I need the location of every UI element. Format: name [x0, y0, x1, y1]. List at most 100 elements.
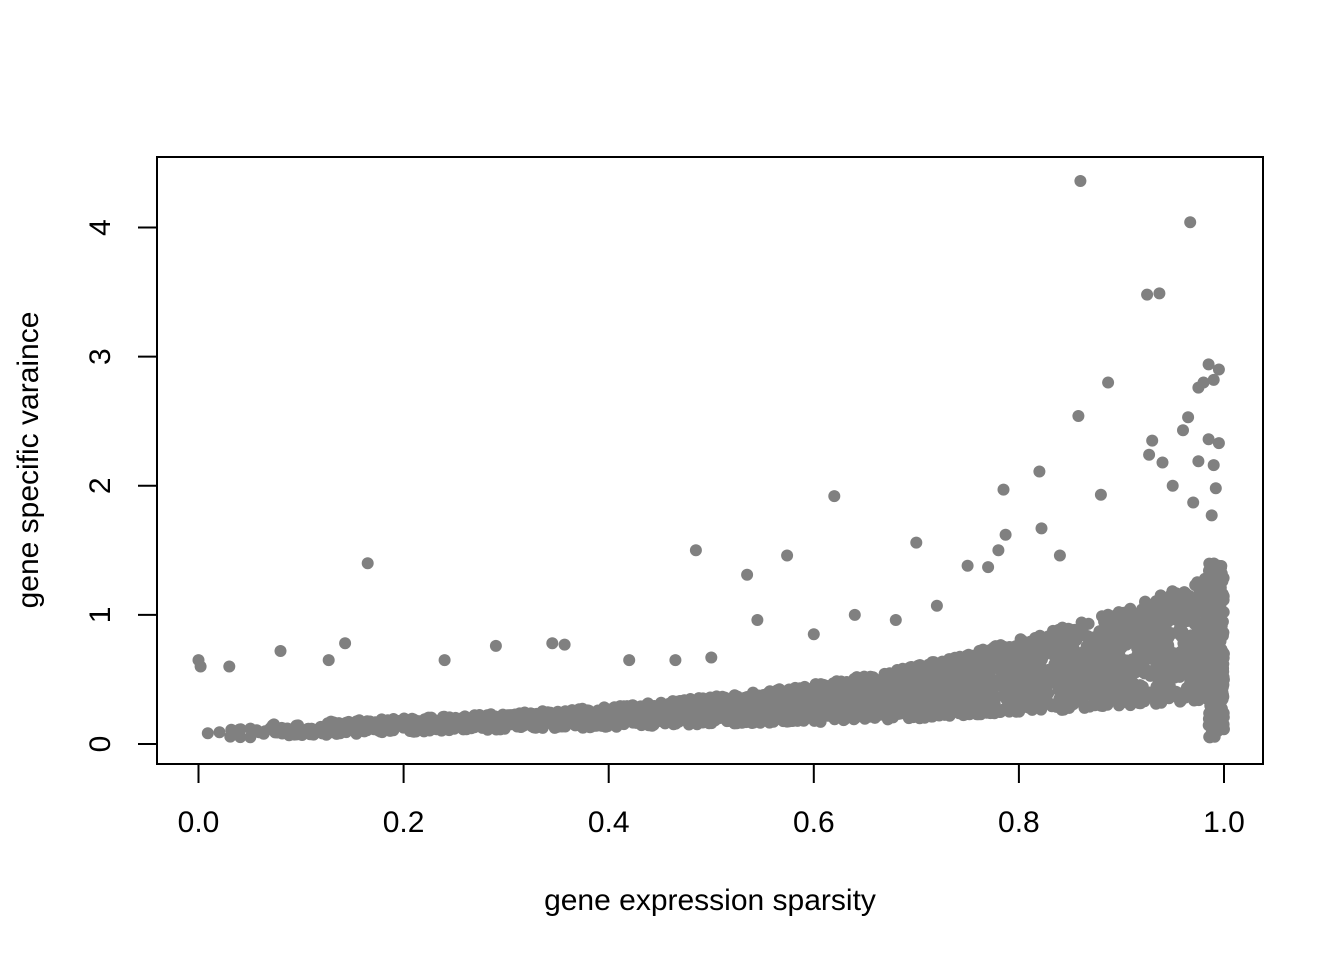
data-point	[720, 700, 733, 713]
data-point	[777, 715, 790, 728]
data-point	[961, 559, 974, 572]
data-point	[946, 676, 959, 689]
x-axis-title: gene expression sparsity	[544, 884, 876, 917]
data-point	[233, 723, 246, 736]
data-point	[1046, 645, 1059, 658]
data-point	[1212, 437, 1225, 450]
data-point	[791, 683, 804, 695]
data-point	[1122, 635, 1135, 648]
data-point	[853, 672, 866, 685]
data-point	[290, 719, 303, 732]
data-point	[669, 654, 682, 667]
data-point	[992, 544, 1005, 557]
data-point	[1157, 643, 1169, 656]
data-point	[431, 721, 444, 734]
data-point	[708, 701, 721, 714]
data-point	[358, 720, 371, 733]
data-point	[1184, 216, 1197, 229]
data-point	[1207, 373, 1220, 386]
data-point	[583, 705, 596, 718]
data-point	[526, 710, 539, 723]
data-point	[1205, 509, 1218, 522]
data-point	[1045, 673, 1058, 686]
data-point	[1147, 608, 1160, 621]
data-point	[1092, 698, 1105, 711]
data-point	[1145, 634, 1158, 647]
data-point	[489, 639, 502, 652]
data-point	[1128, 664, 1140, 676]
data-point	[936, 655, 949, 668]
data-point	[773, 698, 786, 711]
data-point	[665, 700, 677, 713]
data-point	[1137, 606, 1150, 619]
data-point	[1188, 694, 1201, 707]
data-point	[1061, 648, 1074, 661]
data-point	[553, 717, 566, 730]
data-point	[1209, 482, 1222, 495]
data-point	[1187, 496, 1200, 509]
data-point	[975, 650, 987, 663]
data-point	[920, 674, 933, 687]
data-point	[516, 712, 529, 725]
data-point	[997, 483, 1010, 496]
data-point	[970, 675, 982, 688]
data-point	[558, 638, 571, 651]
data-point	[982, 695, 995, 707]
data-point	[609, 715, 622, 728]
data-point	[1138, 648, 1151, 661]
data-point	[897, 690, 910, 703]
data-point	[1182, 411, 1195, 424]
data-point	[573, 719, 586, 732]
data-point	[1178, 665, 1191, 678]
data-point	[905, 676, 917, 689]
data-point	[1074, 175, 1087, 187]
data-point	[1192, 455, 1205, 468]
data-point	[462, 714, 475, 727]
x-tick-label: 0.0	[178, 806, 220, 839]
data-point	[1112, 636, 1124, 649]
data-point	[761, 712, 774, 725]
data-point	[1160, 691, 1173, 704]
data-point	[967, 704, 980, 717]
data-point	[853, 683, 866, 696]
data-point	[1162, 663, 1175, 676]
data-point	[738, 691, 751, 704]
data-point	[257, 727, 270, 740]
data-point	[1181, 608, 1194, 621]
data-point	[274, 645, 287, 657]
data-point	[486, 721, 498, 734]
x-tick-label: 0.2	[383, 806, 425, 839]
data-point	[848, 608, 861, 621]
data-point	[642, 703, 655, 716]
data-point	[935, 668, 948, 681]
data-point	[1048, 658, 1061, 671]
data-point	[1145, 689, 1158, 702]
data-point	[1217, 707, 1230, 720]
data-point	[1145, 599, 1158, 612]
data-point	[920, 705, 933, 718]
data-point	[960, 659, 973, 672]
data-point	[802, 697, 815, 710]
data-point	[1211, 651, 1224, 663]
data-point	[787, 700, 800, 713]
data-point	[1082, 652, 1095, 665]
data-point	[989, 677, 1002, 690]
data-point	[1202, 358, 1215, 371]
data-point	[1146, 667, 1158, 680]
data-point	[441, 723, 454, 736]
data-point	[438, 654, 451, 667]
data-point	[1146, 434, 1159, 447]
data-point	[809, 678, 822, 691]
data-point	[1136, 691, 1149, 704]
data-point	[213, 726, 226, 739]
data-point	[1101, 667, 1114, 680]
data-point	[1080, 700, 1093, 713]
data-point	[1211, 609, 1224, 622]
x-tick-label: 0.6	[793, 806, 835, 839]
data-point	[361, 557, 374, 570]
x-axis: 0.0 0.2 0.4 0.6 0.8 1.0	[178, 763, 1245, 839]
data-point	[863, 676, 875, 689]
data-point	[832, 705, 845, 718]
data-point	[646, 718, 659, 731]
data-point	[194, 660, 207, 673]
